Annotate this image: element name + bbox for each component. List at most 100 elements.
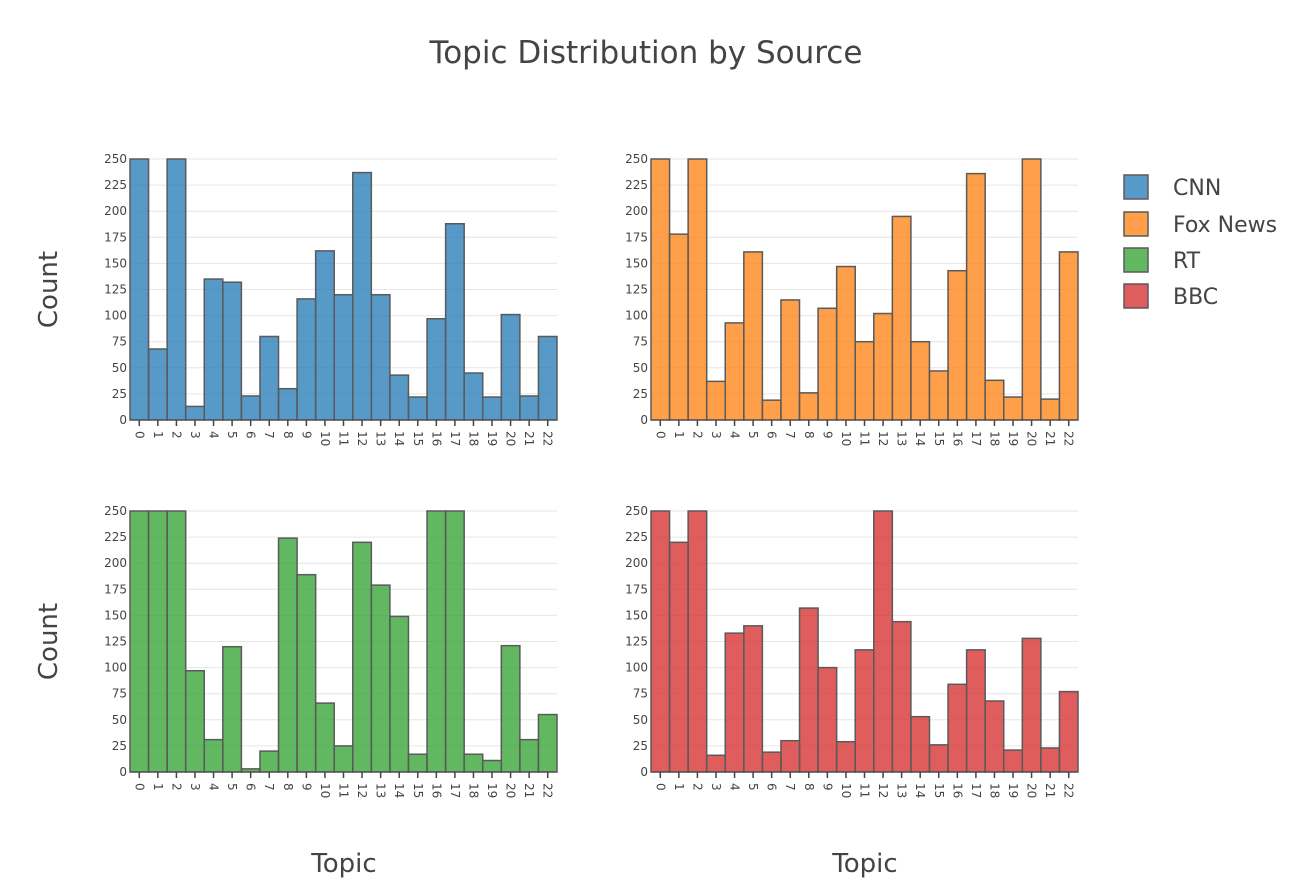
legend-label-fox-news[interactable]: Fox News: [1173, 213, 1277, 238]
bar-fox-news-topic-21[interactable]: [1040, 398, 1061, 421]
bar-rt-topic-18[interactable]: [463, 753, 484, 773]
bar-fox-news-topic-14[interactable]: [910, 340, 931, 421]
legend-swatch-fox-news[interactable]: [1123, 211, 1149, 237]
bar-bbc-topic-9[interactable]: [817, 666, 838, 773]
bar-cnn-topic-22[interactable]: [537, 335, 558, 421]
legend-label-bbc[interactable]: BBC: [1173, 285, 1218, 310]
bar-cnn-topic-11[interactable]: [333, 293, 354, 421]
bar-cnn-topic-10[interactable]: [314, 250, 335, 421]
bar-fox-news-topic-12[interactable]: [873, 312, 894, 421]
bar-bbc-topic-8[interactable]: [798, 607, 819, 773]
bar-bbc-topic-16[interactable]: [947, 683, 968, 773]
bar-rt-topic-10[interactable]: [314, 702, 335, 773]
bar-fox-news-topic-8[interactable]: [798, 392, 819, 421]
x-tick-label: 22: [541, 783, 555, 798]
bar-rt-topic-1[interactable]: [147, 510, 168, 773]
bar-cnn-topic-19[interactable]: [481, 396, 503, 421]
bar-rt-topic-17[interactable]: [444, 510, 465, 773]
bar-cnn-topic-4[interactable]: [203, 278, 224, 421]
bar-cnn-topic-9[interactable]: [296, 298, 317, 421]
bar-rt-topic-0[interactable]: [129, 510, 150, 773]
bar-cnn-topic-6[interactable]: [240, 395, 261, 421]
bar-bbc-topic-18[interactable]: [984, 700, 1005, 773]
bar-bbc-topic-15[interactable]: [928, 744, 949, 773]
bar-bbc-topic-10[interactable]: [835, 740, 856, 773]
bar-rt-topic-16[interactable]: [426, 510, 447, 773]
bar-cnn-topic-2[interactable]: [166, 158, 187, 421]
bar-fox-news-topic-22[interactable]: [1058, 251, 1079, 421]
bar-bbc-topic-3[interactable]: [705, 754, 727, 773]
bar-rt-topic-9[interactable]: [296, 573, 317, 773]
bar-rt-topic-19[interactable]: [481, 759, 503, 773]
legend-swatch-rt[interactable]: [1123, 247, 1149, 273]
legend-swatch-cnn[interactable]: [1123, 174, 1149, 200]
bar-rt-topic-4[interactable]: [203, 738, 224, 773]
bar-bbc-topic-19[interactable]: [1002, 749, 1024, 773]
bar-bbc-topic-2[interactable]: [687, 510, 708, 773]
bar-fox-news-topic-3[interactable]: [705, 380, 727, 421]
bar-rt-topic-12[interactable]: [352, 541, 373, 773]
bar-fox-news-topic-9[interactable]: [817, 307, 838, 421]
bar-cnn-topic-3[interactable]: [184, 405, 206, 421]
bar-bbc-topic-22[interactable]: [1058, 690, 1079, 773]
bar-bbc-topic-0[interactable]: [650, 510, 671, 773]
bar-bbc-topic-4[interactable]: [724, 632, 745, 773]
bar-bbc-topic-7[interactable]: [780, 739, 801, 773]
bar-fox-news-topic-1[interactable]: [668, 233, 689, 421]
bar-rt-topic-14[interactable]: [389, 615, 410, 773]
bar-fox-news-topic-2[interactable]: [687, 158, 708, 421]
bar-bbc-topic-5[interactable]: [743, 625, 764, 773]
bar-fox-news-topic-20[interactable]: [1021, 158, 1042, 421]
bar-fox-news-topic-15[interactable]: [928, 370, 949, 421]
bar-fox-news-topic-6[interactable]: [761, 399, 782, 421]
bar-fox-news-topic-17[interactable]: [965, 172, 986, 421]
bar-fox-news-topic-0[interactable]: [650, 158, 671, 421]
bar-cnn-topic-12[interactable]: [352, 171, 373, 421]
bar-rt-topic-22[interactable]: [537, 713, 558, 773]
bar-fox-news-topic-5[interactable]: [743, 251, 764, 421]
bar-cnn-topic-1[interactable]: [147, 348, 168, 421]
bar-bbc-topic-17[interactable]: [965, 649, 986, 773]
legend-swatch-bbc[interactable]: [1123, 283, 1149, 309]
bar-rt-topic-8[interactable]: [277, 537, 298, 773]
bar-cnn-topic-20[interactable]: [500, 313, 521, 421]
bar-rt-topic-15[interactable]: [407, 753, 428, 773]
bar-cnn-topic-17[interactable]: [444, 222, 465, 421]
bar-cnn-topic-18[interactable]: [463, 372, 484, 421]
bar-rt-topic-2[interactable]: [166, 510, 187, 773]
bar-rt-topic-11[interactable]: [333, 745, 354, 773]
bar-cnn-topic-14[interactable]: [389, 374, 410, 421]
bar-fox-news-topic-13[interactable]: [891, 215, 912, 421]
legend-label-rt[interactable]: RT: [1173, 249, 1201, 274]
bar-rt-topic-3[interactable]: [184, 669, 206, 773]
bar-cnn-topic-5[interactable]: [222, 281, 243, 421]
bar-bbc-topic-14[interactable]: [910, 715, 931, 773]
bar-bbc-topic-12[interactable]: [873, 510, 894, 773]
bar-cnn-topic-13[interactable]: [370, 293, 391, 421]
bar-bbc-topic-20[interactable]: [1021, 637, 1042, 773]
bar-rt-topic-7[interactable]: [259, 750, 280, 773]
bar-cnn-topic-16[interactable]: [426, 317, 447, 421]
bar-bbc-topic-21[interactable]: [1040, 747, 1061, 773]
bar-fox-news-topic-11[interactable]: [854, 340, 875, 421]
bar-cnn-topic-0[interactable]: [129, 158, 150, 421]
bar-bbc-topic-6[interactable]: [761, 751, 782, 773]
bar-fox-news-topic-7[interactable]: [780, 299, 801, 421]
bar-bbc-topic-1[interactable]: [668, 541, 689, 773]
bar-rt-topic-20[interactable]: [500, 644, 521, 773]
bar-bbc-topic-13[interactable]: [891, 620, 912, 773]
bar-fox-news-topic-16[interactable]: [947, 269, 968, 421]
bar-fox-news-topic-4[interactable]: [724, 322, 745, 421]
bar-fox-news-topic-18[interactable]: [984, 379, 1005, 421]
bar-cnn-topic-7[interactable]: [259, 335, 280, 421]
bar-rt-topic-13[interactable]: [370, 584, 391, 773]
bar-rt-topic-21[interactable]: [519, 738, 540, 773]
bar-cnn-topic-21[interactable]: [519, 395, 540, 421]
bar-bbc-topic-11[interactable]: [854, 649, 875, 773]
bar-fox-news-topic-19[interactable]: [1002, 396, 1024, 421]
legend-label-cnn[interactable]: CNN: [1173, 176, 1221, 201]
bar-cnn-topic-8[interactable]: [277, 387, 298, 421]
bar-cnn-topic-15[interactable]: [407, 396, 428, 421]
bar-fox-news-topic-10[interactable]: [835, 265, 856, 421]
bar-rt-topic-5[interactable]: [222, 645, 243, 773]
